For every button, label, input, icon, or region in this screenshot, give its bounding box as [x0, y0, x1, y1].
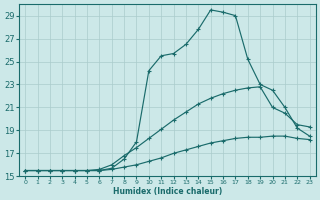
X-axis label: Humidex (Indice chaleur): Humidex (Indice chaleur)	[113, 187, 222, 196]
